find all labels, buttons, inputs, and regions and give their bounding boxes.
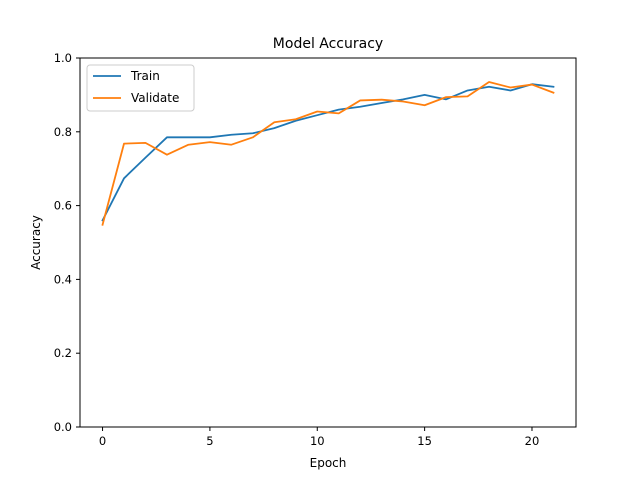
x-axis-ticks: 0 5 10 15 20 <box>99 427 539 448</box>
x-tick-label: 0 <box>99 434 106 448</box>
x-tick-label: 10 <box>310 434 325 448</box>
x-tick-label: 15 <box>417 434 432 448</box>
legend: Train Validate <box>86 64 195 112</box>
y-tick-label: 0.6 <box>54 199 72 213</box>
y-axis-ticks: 0.0 0.2 0.4 0.6 0.8 1.0 <box>54 51 80 434</box>
legend-entries: Train Validate <box>93 69 179 105</box>
legend-label-validate: Validate <box>131 91 179 105</box>
y-tick-label: 0.8 <box>54 125 72 139</box>
plot-area-background <box>80 58 576 427</box>
y-tick-label: 0.4 <box>54 272 72 286</box>
y-axis-label: Accuracy <box>29 215 43 270</box>
y-tick-label: 0.0 <box>54 420 72 434</box>
y-tick-label: 1.0 <box>54 51 72 65</box>
x-tick-label: 5 <box>206 434 213 448</box>
y-tick-label: 0.2 <box>54 346 72 360</box>
x-axis-label: Epoch <box>310 456 347 470</box>
x-tick-label: 20 <box>525 434 540 448</box>
series-lines <box>101 81 555 226</box>
legend-label-train: Train <box>130 69 160 83</box>
series-line-validate <box>101 81 555 226</box>
chart-title: Model Accuracy <box>273 36 383 52</box>
plot-frame <box>79 57 577 428</box>
